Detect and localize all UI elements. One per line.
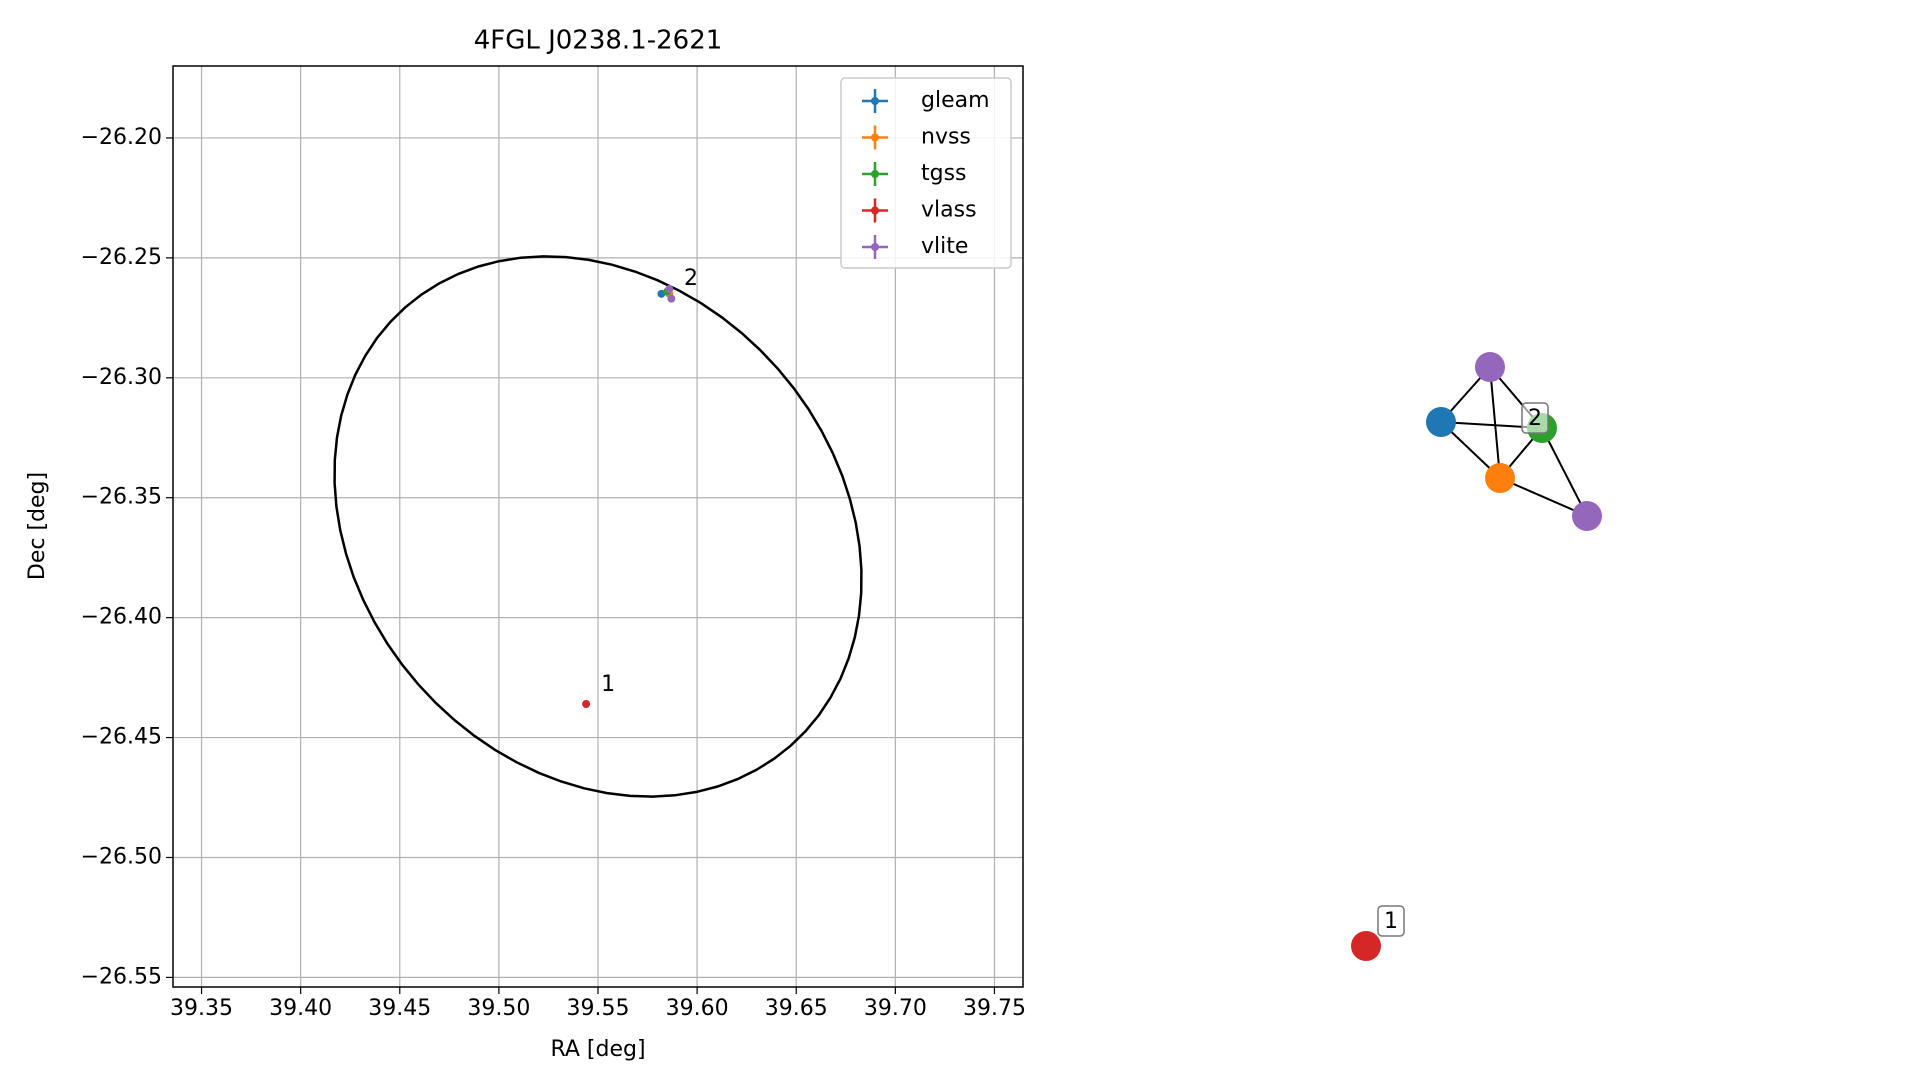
legend-marker — [871, 243, 879, 251]
x-tick-label: 39.70 — [864, 996, 927, 1021]
node — [1485, 463, 1515, 493]
point — [665, 285, 674, 294]
node — [1351, 931, 1381, 961]
nodes: 2 1 — [1351, 352, 1602, 961]
x-tick-label: 39.45 — [368, 996, 431, 1021]
node-label: 1 — [1384, 909, 1398, 934]
legend-marker — [871, 97, 879, 105]
x-tick-label: 39.35 — [170, 996, 233, 1021]
network — [1440, 366, 1588, 517]
x-tick-label: 39.75 — [963, 996, 1026, 1021]
y-axis-label: Dec [deg] — [25, 472, 50, 580]
point — [582, 699, 591, 708]
node-label-box — [1521, 402, 1549, 434]
legend-frame — [840, 77, 1012, 269]
x-tick-label: 39.60 — [666, 996, 729, 1021]
legend: gleam nvss tgss vlass vlite — [840, 77, 1012, 269]
plot-frame — [172, 65, 1024, 988]
legend-marker — [871, 206, 879, 215]
legend-marker — [871, 133, 879, 142]
legend-label: tgss — [921, 161, 967, 186]
x-tick-label: 39.55 — [567, 996, 630, 1021]
legend-label: gleam — [921, 88, 990, 113]
point — [667, 294, 676, 303]
x-tick-label: 39.40 — [269, 996, 332, 1021]
y-tick-label: −26.50 — [81, 844, 162, 869]
legend-label: nvss — [921, 125, 971, 150]
edge — [1499, 477, 1588, 517]
y-tick-label: −26.20 — [81, 125, 162, 150]
node — [1572, 501, 1602, 531]
annotation: 1 — [601, 672, 615, 697]
node — [1426, 407, 1456, 437]
edge — [1541, 427, 1588, 517]
x-tick-label: 39.65 — [765, 996, 828, 1021]
legend-marker — [871, 170, 879, 178]
chart-title: 4FGL J0238.1-2621 — [474, 26, 723, 56]
node-label: 2 — [1528, 406, 1542, 431]
annotation: 2 — [684, 266, 698, 291]
y-tick-label: −26.55 — [81, 964, 162, 989]
x-axis-label: RA [deg] — [550, 1037, 645, 1062]
error-ellipse — [333, 255, 863, 798]
y-tick-label: −26.45 — [81, 725, 162, 750]
x-tick-label: 39.50 — [467, 996, 530, 1021]
edge — [1489, 366, 1501, 479]
y-tick-label: −26.40 — [81, 605, 162, 630]
y-tick-label: −26.30 — [81, 365, 162, 390]
node-label-box — [1377, 905, 1405, 937]
node — [1475, 352, 1505, 382]
y-tick-label: −26.25 — [81, 245, 162, 270]
legend-label: vlite — [921, 234, 968, 259]
y-tick-label: −26.35 — [81, 485, 162, 510]
legend-label: vlass — [921, 198, 977, 223]
